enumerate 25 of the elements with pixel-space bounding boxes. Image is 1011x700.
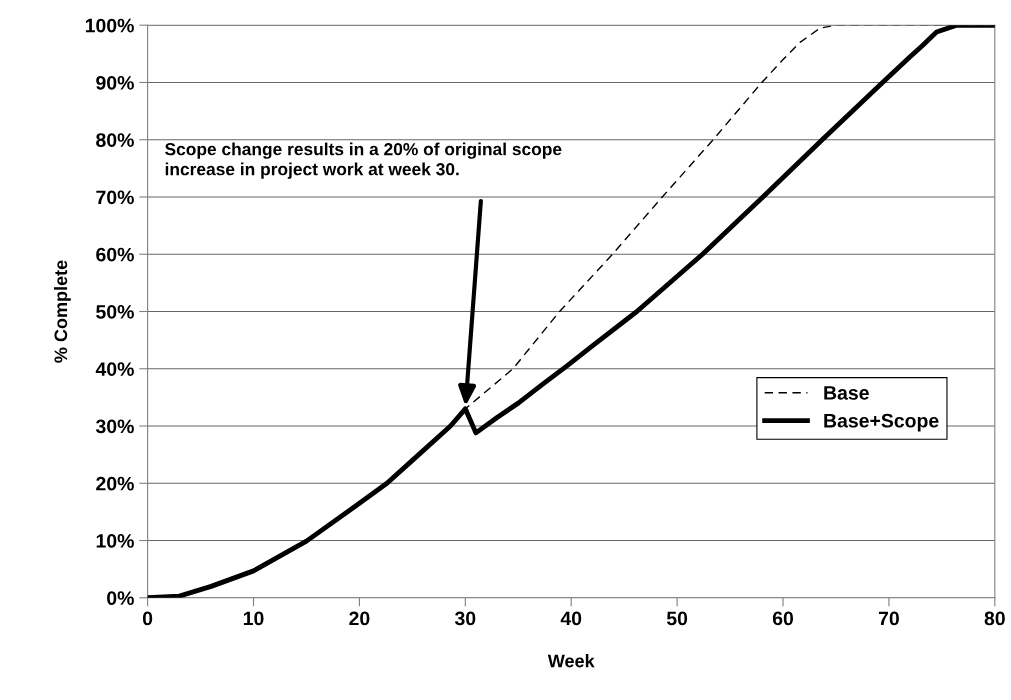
x-tick-label: 30 [454,611,476,626]
y-tick-label: 30% [95,419,134,434]
y-tick-label: 50% [96,304,134,319]
legend-label: Base+Scope [824,413,939,432]
y-tick-label: 10% [96,534,134,548]
y-tick-label: 100% [85,18,134,33]
x-axis-title: Week [547,654,595,668]
x-tick-label: 80 [984,611,1005,626]
y-tick-label: 40% [95,362,134,376]
legend-label: Base [824,386,869,400]
annotation: Scope change results in a 20% of original scope increase in project work at week 30. [165,142,562,179]
x-tick-label: 10 [243,611,264,626]
x-tick-label: 0 [142,611,153,626]
y-tick-label: 80% [96,133,134,147]
y-tick-label: 90% [96,75,134,90]
x-tick-label: 70 [878,611,899,626]
y-axis-title: % Complete [53,260,71,363]
x-tick-label: 20 [349,611,370,626]
y-tick-label: 70% [96,190,134,205]
y-tick-label: 60% [96,247,134,262]
x-tick-label: 60 [772,611,794,626]
x-tick-label: 40 [560,611,582,626]
x-tick-label: 50 [666,611,688,626]
y-tick-label: 0% [107,591,134,606]
y-tick-label: 20% [96,476,134,491]
